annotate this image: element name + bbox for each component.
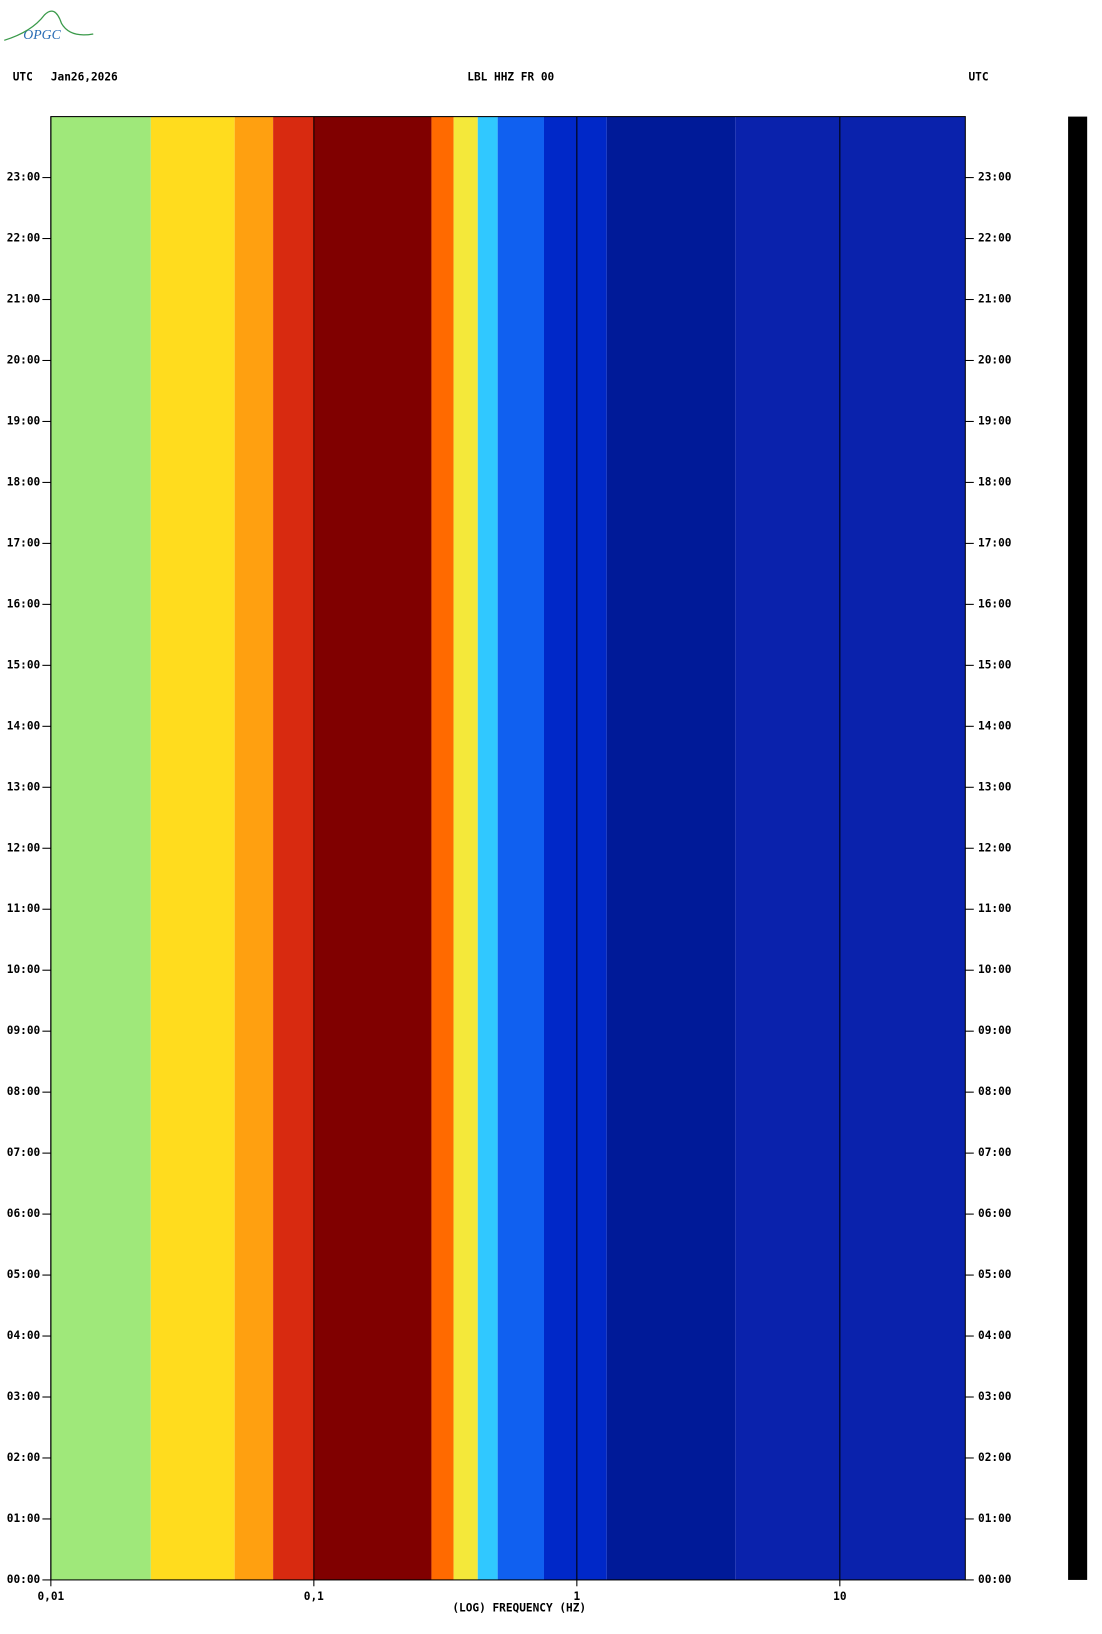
seismogram-trace — [1068, 116, 1088, 1580]
right-header: UTC — [968, 70, 988, 83]
y-tick-label-left: 02:00 — [7, 1451, 41, 1464]
spectral-band — [431, 116, 454, 1580]
y-tick-label-right: 19:00 — [978, 414, 1012, 427]
y-tick-label-right: 16:00 — [978, 597, 1012, 610]
y-tick-label-left: 05:00 — [7, 1268, 41, 1281]
y-tick-label-right: 01:00 — [978, 1512, 1012, 1525]
y-tick-label-right: 10:00 — [978, 963, 1012, 976]
plot-frame — [50, 116, 966, 1581]
y-tick-label-left: 18:00 — [7, 475, 41, 488]
y-tick-label-right: 22:00 — [978, 232, 1012, 245]
y-tick-label-left: 06:00 — [7, 1207, 41, 1220]
y-tick-label-right: 06:00 — [978, 1207, 1012, 1220]
y-tick-label-right: 03:00 — [978, 1390, 1012, 1403]
y-tick-label-right: 04:00 — [978, 1329, 1012, 1342]
y-tick-label-left: 04:00 — [7, 1329, 41, 1342]
y-tick-label-left: 23:00 — [7, 171, 41, 184]
y-tick-label-left: 03:00 — [7, 1390, 41, 1403]
x-tick-label: 1 — [573, 1590, 580, 1603]
chart-title: LBL HHZ FR 00 — [467, 70, 554, 83]
spectral-band — [234, 116, 274, 1580]
y-tick-label-right: 17:00 — [978, 536, 1012, 549]
y-tick-label-left: 07:00 — [7, 1146, 41, 1159]
y-tick-label-right: 18:00 — [978, 475, 1012, 488]
y-tick-label-left: 09:00 — [7, 1024, 41, 1037]
spectral-band — [313, 116, 432, 1580]
spectral-band — [477, 116, 498, 1580]
y-tick-label-left: 10:00 — [7, 963, 41, 976]
x-tick-label: 10 — [833, 1590, 847, 1603]
spectral-band — [606, 116, 736, 1580]
y-tick-label-right: 05:00 — [978, 1268, 1012, 1281]
logo-mark — [4, 10, 94, 41]
y-tick-label-left: 08:00 — [7, 1085, 41, 1098]
y-tick-label-right: 23:00 — [978, 171, 1012, 184]
y-tick-label-right: 07:00 — [978, 1146, 1012, 1159]
y-tick-label-right: 21:00 — [978, 293, 1012, 306]
y-tick-label-right: 12:00 — [978, 841, 1012, 854]
y-tick-label-right: 09:00 — [978, 1024, 1012, 1037]
spectral-band — [273, 116, 314, 1580]
y-tick-label-right: 15:00 — [978, 658, 1012, 671]
y-tick-label-left: 14:00 — [7, 719, 41, 732]
y-tick-label-left: 19:00 — [7, 414, 41, 427]
y-tick-label-right: 20:00 — [978, 353, 1012, 366]
y-tick-label-right: 00:00 — [978, 1573, 1012, 1586]
y-tick-label-left: 21:00 — [7, 293, 41, 306]
y-tick-label-left: 15:00 — [7, 658, 41, 671]
spectral-band — [50, 116, 151, 1580]
y-tick-label-left: 16:00 — [7, 597, 41, 610]
left-header: UTC — [13, 70, 33, 83]
y-tick-label-left: 01:00 — [7, 1512, 41, 1525]
spectral-band — [453, 116, 478, 1580]
x-axis-label: (LOG) FREQUENCY (HZ) — [452, 1602, 586, 1615]
y-tick-label-right: 14:00 — [978, 719, 1012, 732]
y-tick-label-right: 13:00 — [978, 780, 1012, 793]
spectral-band — [497, 116, 544, 1580]
plot: 0,01 0,1 1 10 00:00 00:00 01:00 01:00 02:00 02:00… — [7, 116, 1012, 1603]
y-tick-label-right: 02:00 — [978, 1451, 1012, 1464]
y-tick-label-left: 20:00 — [7, 353, 41, 366]
date: Jan26,2026 — [51, 70, 118, 83]
y-tick-label-left: 12:00 — [7, 841, 41, 854]
y-tick-label-left: 22:00 — [7, 232, 41, 245]
y-tick-label-left: 17:00 — [7, 536, 41, 549]
spectral-band — [735, 116, 966, 1580]
y-tick-label-right: 11:00 — [978, 902, 1012, 915]
spectral-band — [543, 116, 607, 1580]
y-tick-label-right: 08:00 — [978, 1085, 1012, 1098]
x-tick-label: 0,01 — [37, 1590, 64, 1603]
x-tick-label: 0,1 — [304, 1590, 324, 1603]
logo: OPGC — [23, 27, 61, 42]
y-tick-label-left: 13:00 — [7, 780, 41, 793]
y-tick-label-left: 00:00 — [7, 1573, 41, 1586]
y-tick-label-left: 11:00 — [7, 902, 41, 915]
spectral-band — [150, 116, 235, 1580]
